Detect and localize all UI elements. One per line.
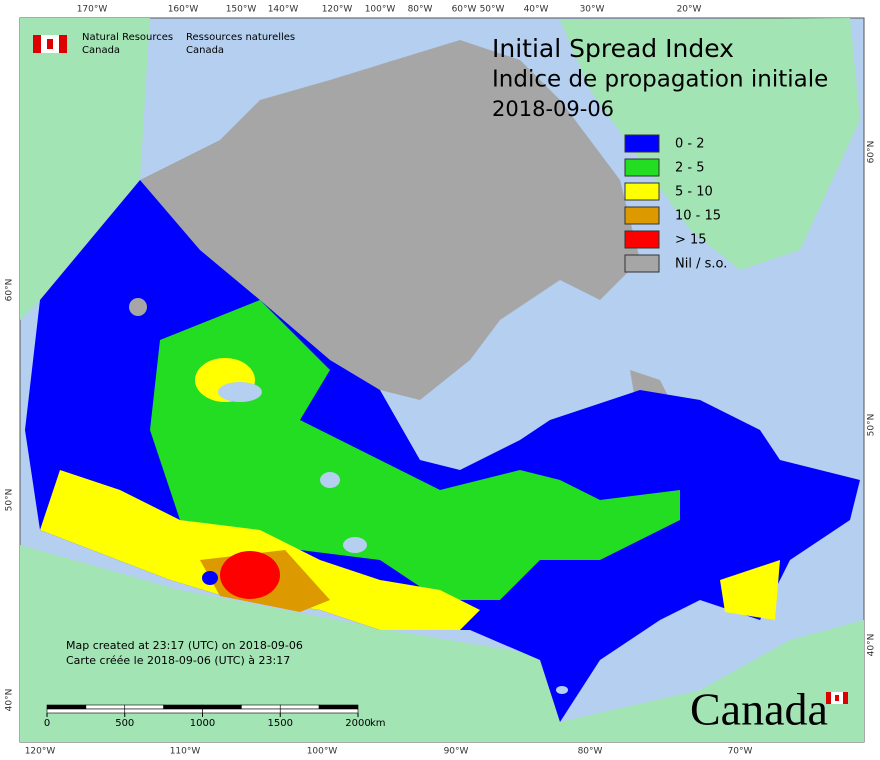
wordmark: Canada: [690, 684, 828, 735]
date: 2018-09-06: [492, 97, 614, 121]
scale-segment: [279, 704, 320, 710]
graticule-label: 100°W: [307, 747, 338, 757]
graticule-label: 160°W: [168, 5, 199, 15]
graticule-label: 40°W: [524, 5, 549, 15]
scale-segment: [202, 708, 281, 714]
agency-fr: Canada: [186, 45, 224, 56]
legend-swatch: [624, 134, 660, 153]
graticule-label: 40°N: [5, 689, 15, 712]
wordmark-flag: [826, 692, 848, 704]
note: Carte créée le 2018-09-06 (UTC) à 23:17: [66, 654, 290, 667]
land: [20, 18, 864, 742]
scale-segment: [241, 704, 281, 710]
graticule-label: 170°W: [77, 5, 108, 15]
legend-swatch: [624, 206, 660, 225]
legend-label: 0 - 2: [675, 137, 705, 152]
graticule-label: 100°W: [365, 5, 396, 15]
scale-unit: km: [370, 718, 386, 729]
scale-segment: [85, 704, 126, 710]
legend-swatch: [624, 182, 660, 201]
graticule-label: 80°W: [408, 5, 433, 15]
title: Initial Spread Index: [492, 34, 734, 63]
graticule-label: 60°N: [5, 279, 15, 302]
scale-label: 1500: [268, 718, 293, 729]
graticule-label: 50°N: [5, 489, 15, 512]
scale-label: 500: [115, 718, 134, 729]
title-fr: Indice de propagation initiale: [492, 67, 828, 93]
legend-label: 2 - 5: [675, 161, 705, 176]
legend-label: Nil / s.o.: [675, 257, 727, 272]
legend-label: 5 - 10: [675, 185, 713, 200]
legend-swatch: [624, 254, 660, 273]
graticule-label: 80°W: [578, 747, 603, 757]
scale-segment: [163, 704, 203, 710]
graticule-label: 150°W: [226, 5, 257, 15]
graticule-label: 40°N: [867, 634, 877, 657]
scale-segment: [124, 704, 164, 710]
scale-segment: [202, 704, 242, 710]
agency-en: Natural Resources: [82, 32, 173, 43]
graticule-label: 50°W: [480, 5, 505, 15]
graticule-label: 50°N: [867, 414, 877, 437]
graticule-label: 120°W: [322, 5, 353, 15]
graticule-label: 60°W: [452, 5, 477, 15]
flag-icon: [33, 35, 67, 53]
graticule-label: 30°W: [580, 5, 605, 15]
legend-label: 10 - 15: [675, 209, 721, 224]
graticule-label: 70°W: [728, 747, 753, 757]
graticule-label: 60°N: [867, 141, 877, 164]
scale-label: 1000: [190, 718, 215, 729]
legend-label: > 15: [675, 233, 707, 248]
graticule-label: 120°W: [25, 747, 56, 757]
graticule-label: 140°W: [268, 5, 299, 15]
legend-swatch: [624, 158, 660, 177]
graticule-label: 20°W: [677, 5, 702, 15]
agency-en: Canada: [82, 45, 120, 56]
graticule-label: 90°W: [444, 747, 469, 757]
scale-segment: [279, 708, 359, 714]
agency-fr: Ressources naturelles: [186, 32, 295, 43]
scale-segment: [318, 704, 359, 710]
graticule-label: 110°W: [170, 747, 201, 757]
scale-segment: [46, 708, 126, 714]
scale-label: 2000: [345, 718, 370, 729]
scale-segment: [124, 708, 203, 714]
legend-swatch: [624, 230, 660, 249]
scale-label: 0: [44, 718, 50, 729]
scale-segment: [46, 704, 87, 710]
note: Map created at 23:17 (UTC) on 2018-09-06: [66, 639, 303, 652]
